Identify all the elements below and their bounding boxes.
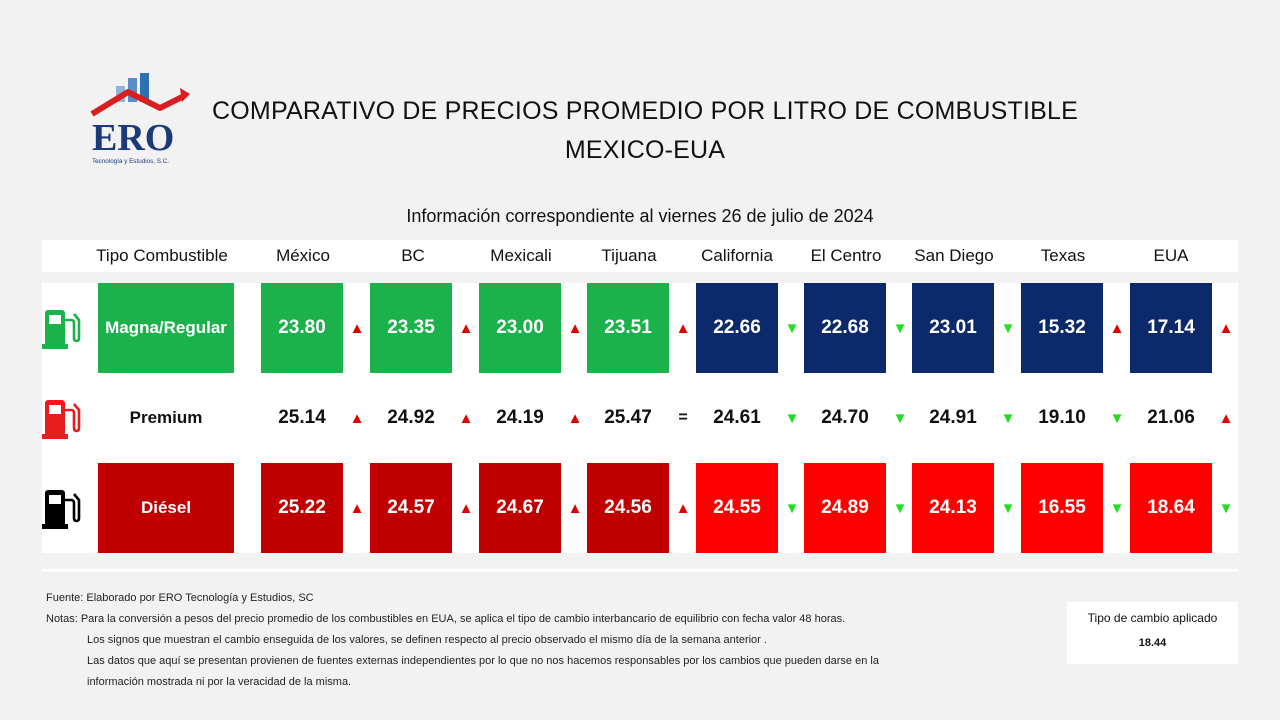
column-header: Tipo Combustible [96, 246, 228, 265]
notes-section: Fuente: Elaborado por ERO Tecnología y E… [46, 588, 879, 693]
decrease-arrow-icon: ▼ [1000, 499, 1016, 517]
increase-arrow-icon: ▲ [675, 499, 691, 517]
decrease-arrow-icon: ▼ [784, 319, 800, 337]
price-cell: 25.47 [587, 373, 669, 463]
price-table: Tipo Combustible México BC Mexicali Tijuana C… [42, 240, 1238, 572]
price-cell: 18.64 [1130, 463, 1212, 553]
price-cell: 22.66 [696, 283, 778, 373]
note-line: Las datos que aquí se presentan proviene… [87, 655, 879, 667]
decrease-arrow-icon: ▼ [892, 499, 908, 517]
increase-arrow-icon: ▲ [458, 409, 474, 427]
increase-arrow-icon: ▲ [349, 499, 365, 517]
price-cell: 16.55 [1021, 463, 1103, 553]
increase-arrow-icon: ▲ [1218, 319, 1234, 337]
increase-arrow-icon: ▲ [349, 409, 365, 427]
price-cell: 25.14 [261, 373, 343, 463]
decrease-arrow-icon: ▼ [784, 409, 800, 427]
price-cell: 24.92 [370, 373, 452, 463]
price-cell: 24.19 [479, 373, 561, 463]
table-header: Tipo Combustible México BC Mexicali Tijuana C… [42, 240, 1238, 272]
fuel-pump-green-icon [42, 306, 82, 350]
fuel-pump-black-icon [42, 486, 82, 530]
decrease-arrow-icon: ▼ [892, 319, 908, 337]
price-cell: 15.32 [1021, 283, 1103, 373]
decrease-arrow-icon: ▼ [1109, 499, 1125, 517]
decrease-arrow-icon: ▼ [784, 499, 800, 517]
increase-arrow-icon: ▲ [458, 319, 474, 337]
price-cell: 22.68 [804, 283, 886, 373]
increase-arrow-icon: ▲ [567, 499, 583, 517]
price-cell: 17.14 [1130, 283, 1212, 373]
increase-arrow-icon: ▲ [675, 319, 691, 337]
price-cell: 23.35 [370, 283, 452, 373]
price-cell: 24.91 [912, 373, 994, 463]
exchange-rate-value: 18.44 [1138, 637, 1167, 649]
table-row: Diésel 25.22 ▲ 24.57 ▲ 24.67 ▲ 24.56 ▲ 24.55 ▼ 24.8… [42, 463, 1238, 553]
column-header: BC [401, 246, 425, 265]
source-note: Fuente: Elaborado por ERO Tecnología y E… [46, 592, 314, 604]
price-cell: 24.55 [696, 463, 778, 553]
table-row: Magna/Regular 23.80 ▲ 23.35 ▲ 23.00 ▲ 23.51 ▲ 22.… [42, 283, 1238, 373]
note-line: información mostrada ni por la veracidad… [87, 676, 352, 688]
logo-tagline: Tecnología y Estudios, S.C. [92, 158, 169, 165]
price-cell: 23.01 [912, 283, 994, 373]
column-header: El Centro [810, 246, 882, 265]
page-title-line2: MEXICO-EUA [564, 136, 726, 164]
increase-arrow-icon: ▲ [567, 409, 583, 427]
no-change-icon: = [678, 409, 688, 426]
column-header: Tijuana [601, 246, 657, 265]
column-header: California [701, 246, 773, 265]
column-header: San Diego [914, 246, 994, 265]
price-cell: 21.06 [1130, 373, 1212, 463]
fuel-type-label: Diésel [98, 463, 234, 553]
price-cell: 24.70 [804, 373, 886, 463]
increase-arrow-icon: ▲ [1109, 319, 1125, 337]
decrease-arrow-icon: ▼ [1218, 499, 1234, 517]
decrease-arrow-icon: ▼ [1109, 409, 1125, 427]
header-divider [42, 272, 1238, 283]
price-cell: 19.10 [1021, 373, 1103, 463]
decrease-arrow-icon: ▼ [1000, 409, 1016, 427]
column-header: Texas [1040, 246, 1086, 265]
increase-arrow-icon: ▲ [567, 319, 583, 337]
decrease-arrow-icon: ▼ [892, 409, 908, 427]
fuel-pump-red-icon [42, 396, 82, 440]
exchange-rate-box: Tipo de cambio aplicado 18.44 [1067, 602, 1238, 664]
note-line: Notas: Para la conversión a pesos del pr… [46, 613, 846, 625]
increase-arrow-icon: ▲ [1218, 409, 1234, 427]
increase-arrow-icon: ▲ [458, 499, 474, 517]
column-header: EUA [1153, 246, 1189, 265]
fuel-type-label: Magna/Regular [98, 283, 234, 373]
note-line: Los signos que muestran el cambio ensegu… [87, 634, 767, 646]
logo-text: ERO [92, 117, 174, 159]
price-cell: 24.56 [587, 463, 669, 553]
column-header: México [276, 246, 330, 265]
price-cell: 23.80 [261, 283, 343, 373]
exchange-rate-label: Tipo de cambio aplicado [1087, 611, 1218, 625]
column-header: Mexicali [490, 246, 552, 265]
price-cell: 25.22 [261, 463, 343, 553]
date-subtitle: Información correspondiente al viernes 2… [406, 206, 874, 226]
fuel-type-label: Premium [98, 373, 234, 463]
price-cell: 24.67 [479, 463, 561, 553]
table-row: Premium 25.14 ▲ 24.92 ▲ 24.19 ▲ 25.47 = 24.61 ▼ 24.… [42, 373, 1238, 463]
price-cell: 24.57 [370, 463, 452, 553]
ero-logo: ERO Tecnología y Estudios, S.C. [88, 70, 192, 168]
bottom-divider [42, 553, 1238, 569]
price-cell: 24.61 [696, 373, 778, 463]
price-cell: 24.13 [912, 463, 994, 553]
price-cell: 23.51 [587, 283, 669, 373]
decrease-arrow-icon: ▼ [1000, 319, 1016, 337]
price-cell: 23.00 [479, 283, 561, 373]
page-title: COMPARATIVO DE PRECIOS PROMEDIO POR LITR… [212, 97, 1078, 125]
price-cell: 24.89 [804, 463, 886, 553]
increase-arrow-icon: ▲ [349, 319, 365, 337]
